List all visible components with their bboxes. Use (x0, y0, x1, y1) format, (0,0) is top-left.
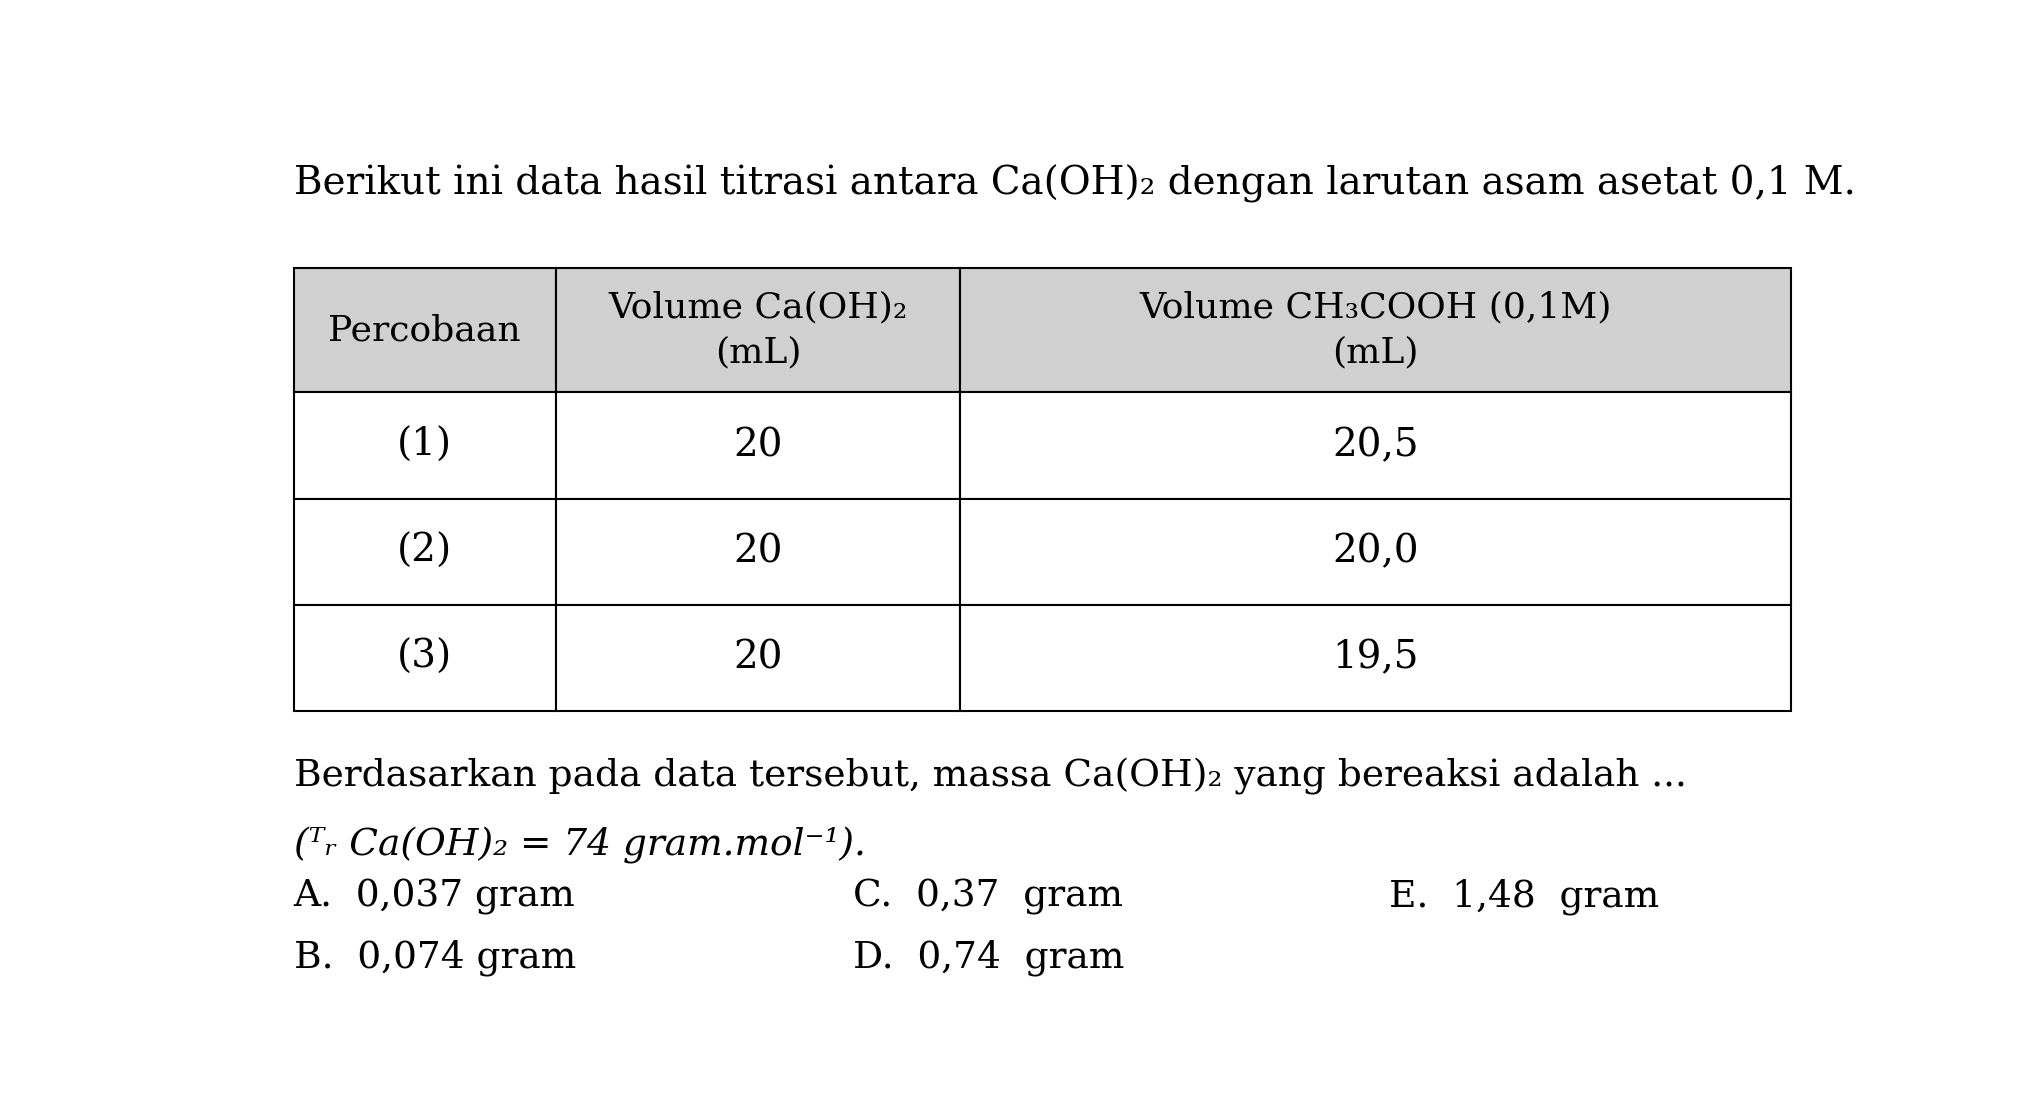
Text: Percobaan: Percobaan (327, 313, 521, 347)
Text: 20: 20 (732, 427, 783, 464)
Text: 20: 20 (732, 533, 783, 570)
Bar (293, 499, 555, 605)
Bar (555, 267, 960, 392)
Bar (555, 605, 960, 711)
Text: 20,5: 20,5 (1332, 427, 1420, 464)
Text: 19,5: 19,5 (1332, 639, 1420, 676)
Bar (960, 499, 1792, 605)
Text: D.  0,74  gram: D. 0,74 gram (854, 939, 1125, 976)
Bar (960, 392, 1792, 499)
Bar (555, 499, 960, 605)
Text: Volume Ca(OH)₂
(mL): Volume Ca(OH)₂ (mL) (608, 291, 907, 369)
Text: (ᵀᵣ Ca(OH)₂ = 74 gram.mol⁻¹).: (ᵀᵣ Ca(OH)₂ = 74 gram.mol⁻¹). (293, 827, 866, 864)
Text: (1): (1) (397, 427, 452, 464)
Text: A.  0,037 gram: A. 0,037 gram (293, 879, 576, 915)
Text: B.  0,074 gram: B. 0,074 gram (293, 939, 576, 976)
Text: C.  0,37  gram: C. 0,37 gram (854, 879, 1123, 915)
Text: Berdasarkan pada data tersebut, massa Ca(OH)₂ yang bereaksi adalah ...: Berdasarkan pada data tersebut, massa Ca… (293, 758, 1686, 795)
Bar (960, 267, 1792, 392)
Text: 20,0: 20,0 (1332, 533, 1420, 570)
Bar (293, 392, 555, 499)
Text: Volume CH₃COOH (0,1M)
(mL): Volume CH₃COOH (0,1M) (mL) (1139, 291, 1611, 369)
Text: Berikut ini data hasil titrasi antara Ca(OH)₂ dengan larutan asam asetat 0,1 M.: Berikut ini data hasil titrasi antara Ca… (293, 164, 1855, 202)
Text: (2): (2) (397, 533, 452, 570)
Bar (960, 605, 1792, 711)
Text: (3): (3) (397, 639, 452, 676)
Bar (293, 267, 555, 392)
Bar (555, 392, 960, 499)
Text: E.  1,48  gram: E. 1,48 gram (1389, 879, 1660, 916)
Text: 20: 20 (732, 639, 783, 676)
Bar (293, 605, 555, 711)
